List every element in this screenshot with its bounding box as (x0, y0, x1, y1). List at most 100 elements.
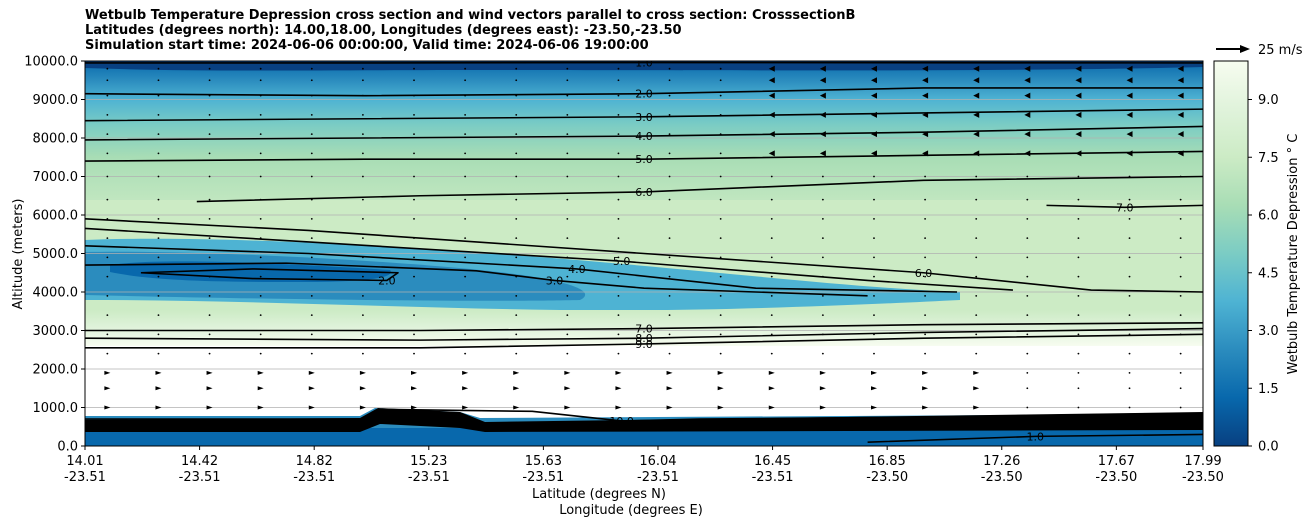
wind-vector (515, 114, 518, 116)
wind-vector (768, 77, 775, 84)
contour-line (85, 108, 1203, 122)
wind-vector (259, 256, 262, 259)
x-tick-label-lon: -23.50 (1095, 470, 1137, 485)
wind-vector (666, 370, 673, 375)
wind-vector (1128, 198, 1131, 201)
wind-vector (157, 352, 160, 355)
wind-vector (1128, 352, 1131, 355)
y-tick-label: 7000.0 (33, 170, 79, 185)
wind-vector (310, 333, 313, 336)
wind-vector (1077, 371, 1080, 374)
wind-vector (1026, 198, 1029, 201)
wind-vector (770, 314, 773, 316)
wind-vector (770, 198, 773, 201)
x-tick-label-lon: -23.51 (637, 470, 679, 485)
wind-vector (310, 175, 313, 178)
x-tick-label-lon: -23.51 (293, 470, 335, 485)
wind-vector (870, 150, 877, 157)
wind-vector (975, 352, 978, 355)
wind-vector (362, 237, 364, 240)
wind-vector (1075, 92, 1082, 99)
dense-contour-band (85, 408, 1203, 432)
wind-vector (1075, 65, 1082, 72)
wind-vector (362, 333, 364, 336)
colorbar-tick-label: 4.5 (1258, 266, 1279, 281)
wind-vector (719, 294, 722, 297)
wind-vector (515, 237, 518, 240)
wind-vector (259, 294, 262, 297)
wind-vector (515, 294, 518, 297)
wind-vector (310, 294, 313, 297)
wind-vector (362, 217, 364, 220)
wind-vector (617, 314, 620, 316)
wind-vector (359, 386, 366, 391)
wind-vector (1077, 275, 1080, 278)
wind-vector (973, 111, 980, 118)
wind-vector (206, 405, 213, 410)
contour-line (85, 218, 1203, 293)
wind-vector (1128, 275, 1131, 278)
x-tick-label-lon: -23.51 (64, 470, 106, 485)
wind-vector (106, 133, 109, 136)
wind-vector (922, 405, 929, 410)
contour-line (85, 227, 1013, 291)
wind-vector (208, 114, 211, 116)
wind-vector (464, 314, 467, 316)
wind-vector (411, 386, 418, 391)
wind-vector (719, 94, 722, 97)
contour-label: 6.0 (915, 267, 933, 280)
x-tick-label-lat: 15.63 (525, 454, 562, 469)
wind-vector (873, 352, 875, 355)
wind-vector (208, 79, 211, 82)
wind-vector (924, 198, 926, 201)
wind-vector (515, 198, 518, 201)
wind-vector (413, 114, 415, 116)
contour-label: 2.0 (378, 274, 396, 287)
wind-vector (924, 256, 926, 259)
wind-vector (208, 152, 211, 155)
wind-vector (157, 67, 160, 70)
contour-line (85, 327, 1203, 341)
wind-vector (362, 352, 364, 355)
wind-vector (617, 198, 620, 201)
contour-label: 3.0 (546, 274, 564, 287)
wind-vector (106, 352, 109, 355)
wind-vector (515, 175, 518, 178)
wind-vector (719, 352, 722, 355)
wind-vector (1128, 294, 1131, 297)
wind-vector (259, 152, 262, 155)
wind-vector (1077, 294, 1080, 297)
wind-vector (413, 256, 415, 259)
x-tick-label-lon: -23.51 (179, 470, 221, 485)
wind-vector (1126, 92, 1133, 99)
vector-key-arrow-head (1240, 45, 1250, 53)
wind-vector (717, 386, 724, 391)
wind-vector (617, 152, 620, 155)
wind-vector (106, 94, 109, 97)
wind-vector (462, 405, 469, 410)
wind-vector (259, 175, 262, 178)
wind-vector (308, 405, 315, 410)
wind-vector (413, 198, 415, 201)
wind-vector (924, 333, 926, 336)
wind-vector (821, 237, 824, 240)
wind-vector (668, 175, 671, 178)
dry-core (110, 261, 391, 282)
wind-vector (870, 65, 877, 72)
wind-vector (668, 152, 671, 155)
x-axis-label-latitude: Latitude (degrees N) (532, 487, 666, 502)
x-axis-label-longitude: Longitude (degrees E) (559, 503, 703, 518)
wind-vector (259, 67, 262, 70)
wind-vector (973, 370, 980, 375)
contour-line (85, 322, 1203, 332)
wind-vector (566, 294, 569, 297)
wind-vector (819, 370, 826, 375)
wind-vector (1077, 175, 1080, 178)
wind-vector (464, 333, 467, 336)
wind-vector (668, 133, 671, 136)
wind-vector (362, 79, 364, 82)
wind-vector (1024, 77, 1031, 84)
wind-vector (1024, 92, 1031, 99)
contour-line (85, 125, 1203, 141)
wind-vector (1128, 314, 1131, 316)
